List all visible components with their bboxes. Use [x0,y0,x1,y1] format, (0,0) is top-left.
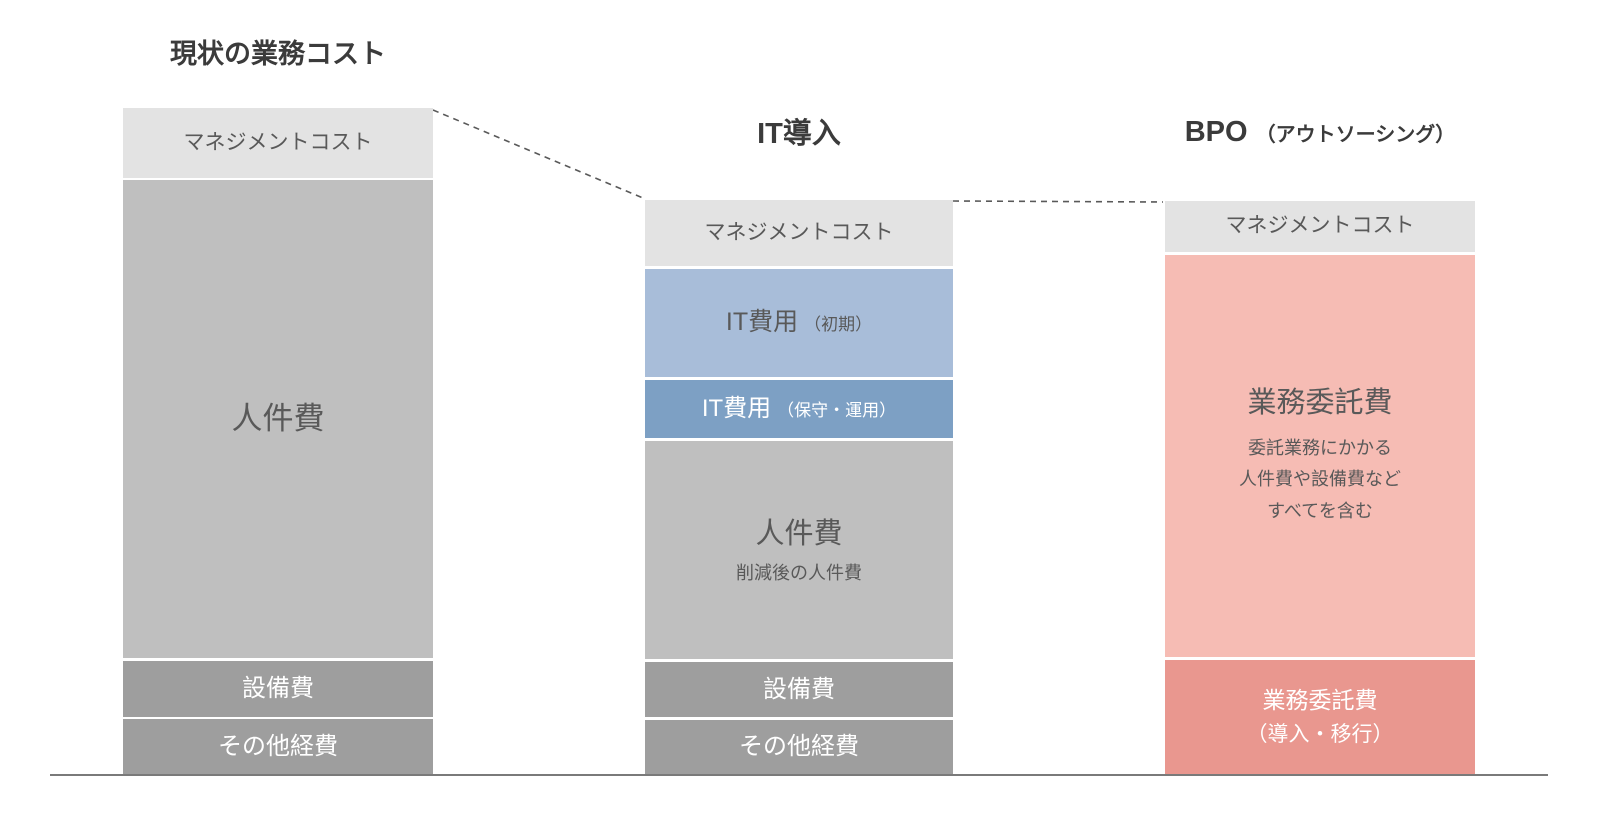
segment-label: 人件費 [231,400,325,436]
segment-desc-line3: すべてを含む [1267,500,1373,521]
segment-sublabel: 削減後の人件費 [736,562,862,583]
segment-label: その他経費 [218,732,338,760]
segment-it-cost-maintenance: IT費用 （保守・運用） [645,380,953,438]
segment-other-expenses: その他経費 [645,720,953,774]
connector-current-to-it [432,109,644,199]
segment-personnel-cost-reduced: 人件費 削減後の人件費 [645,441,953,659]
segment-label-sub: （保守・運用） [777,401,897,420]
segment-management-cost: マネジメントコスト [123,108,433,178]
segment-equipment-cost: 設備費 [645,662,953,717]
segment-label-main: IT費用 [725,308,799,337]
segment-label: 業務委託費 [1262,686,1378,713]
segment-label: 設備費 [763,675,835,703]
segment-outsourcing-intro-migration: 業務委託費 （導入・移行） [1165,660,1475,774]
segment-label: IT費用 （保守・運用） [702,394,896,424]
segment-label: 人件費 [755,517,843,550]
segment-other-expenses: その他経費 [123,719,433,774]
segment-label-sub: （初期） [804,315,873,335]
it-introduction-title: IT導入 [757,118,841,150]
segment-desc-line1: 委託業務にかかる [1248,437,1392,458]
segment-label: その他経費 [739,733,859,760]
segment-desc-line2: 人件費や設備費など [1239,469,1401,490]
bpo-title-sub: （アウトソーシング） [1255,124,1456,146]
bpo-title: BPO （アウトソーシング） [1155,116,1485,149]
segment-label: マネジメントコスト [1225,214,1415,238]
segment-management-cost: マネジメントコスト [645,200,953,266]
segment-outsourcing-fee: 業務委託費 委託業務にかかる 人件費や設備費など すべてを含む [1165,255,1475,657]
segment-personnel-cost: 人件費 [123,180,433,658]
bpo-title-main: BPO [1184,116,1248,148]
segment-label-main: IT費用 [701,395,772,422]
segment-label: マネジメントコスト [183,130,373,154]
connector-it-to-bpo [952,200,1164,203]
segment-label: 設備費 [242,675,314,702]
segment-equipment-cost: 設備費 [123,661,433,717]
segment-label: 業務委託費 [1247,386,1393,419]
segment-sublabel: （導入・移行） [1246,723,1394,747]
segment-management-cost: マネジメントコスト [1165,201,1475,252]
current-cost-title: 現状の業務コスト [170,39,386,69]
segment-it-cost-initial: IT費用 （初期） [645,269,953,377]
baseline-axis [50,774,1548,776]
segment-label: IT費用 （初期） [726,307,872,338]
segment-label: マネジメントコスト [704,220,894,244]
